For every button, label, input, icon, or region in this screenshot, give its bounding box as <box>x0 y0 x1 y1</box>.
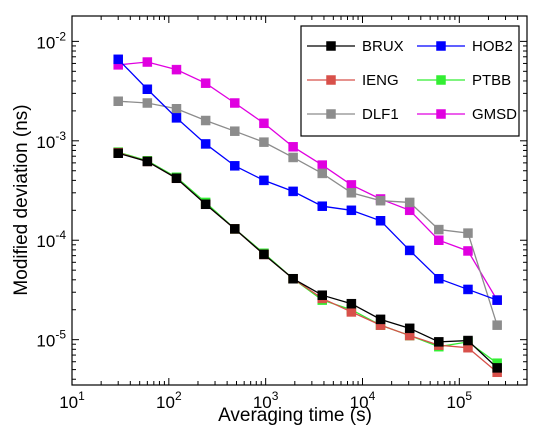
plot-border <box>71 15 528 386</box>
series-dlf1 <box>113 96 502 330</box>
legend-item-ptbb: PTBB <box>417 72 511 89</box>
y-tick-label: 10-5 <box>36 328 66 351</box>
data-point <box>434 235 444 245</box>
legend-box <box>300 25 520 137</box>
data-point <box>230 126 240 136</box>
data-point <box>200 78 211 88</box>
plot-frame <box>71 15 528 386</box>
legend-item-hob2: HOB2 <box>417 38 513 55</box>
data-point <box>434 337 444 347</box>
data-point <box>113 54 123 65</box>
data-point <box>317 201 327 211</box>
data-point <box>375 195 386 206</box>
data-point <box>142 156 153 167</box>
legend-marker <box>436 41 446 51</box>
data-point <box>171 104 182 114</box>
series-hob2 <box>113 54 502 305</box>
x-tick-label: 104 <box>350 389 376 412</box>
data-point <box>317 290 327 300</box>
data-point <box>171 64 182 75</box>
series-line-gmsd <box>118 61 498 301</box>
data-point <box>492 320 502 330</box>
legend-marker <box>326 41 336 51</box>
data-point <box>230 224 240 234</box>
y-tick-label: 10-3 <box>36 129 66 152</box>
legend: BRUX HOB2 IENG PTBB DLF1 GMSD <box>300 25 520 137</box>
data-point <box>375 216 386 226</box>
data-point <box>259 175 269 186</box>
data-point <box>404 245 415 256</box>
series-group <box>113 54 502 378</box>
legend-item-ieng: IENG <box>307 72 399 89</box>
legend-item-dlf1: DLF1 <box>307 106 399 123</box>
data-point <box>346 298 357 309</box>
axis-ticks <box>71 16 528 385</box>
axis-tick-labels: 101 102 103 104 105 10-5 10-4 10-3 10-2 <box>36 29 472 412</box>
legend-marker <box>436 75 446 85</box>
data-point <box>346 205 357 216</box>
data-point <box>434 273 444 284</box>
legend-label: DLF1 <box>362 106 399 123</box>
data-point <box>463 335 473 346</box>
data-point <box>346 307 357 317</box>
data-point <box>288 142 298 152</box>
data-point <box>288 152 298 163</box>
series-line-brux <box>118 152 498 369</box>
data-point <box>230 98 240 108</box>
data-point <box>375 314 386 325</box>
series-line-dlf1 <box>118 100 498 326</box>
series-line-hob2 <box>117 58 498 301</box>
legend-marker <box>436 109 446 119</box>
x-tick-label: 101 <box>59 389 85 412</box>
data-point <box>492 295 502 305</box>
legend-label: BRUX <box>362 38 404 55</box>
legend-label: IENG <box>362 72 399 89</box>
legend-label: PTBB <box>472 72 511 89</box>
data-point <box>142 84 153 95</box>
legend-item-brux: BRUX <box>307 38 404 55</box>
x-tick-label: 102 <box>156 389 182 412</box>
data-point <box>404 197 415 208</box>
data-point <box>171 173 182 184</box>
data-point <box>317 160 327 170</box>
data-point <box>259 118 269 129</box>
y-axis-title: Modified deviation (ns) <box>11 104 32 295</box>
data-point <box>288 273 298 284</box>
data-point <box>288 186 298 197</box>
data-point <box>346 188 357 198</box>
data-point <box>200 199 211 210</box>
data-point <box>113 148 123 158</box>
data-point <box>259 249 269 260</box>
y-tick-label: 10-2 <box>36 29 66 52</box>
data-point <box>259 137 269 147</box>
data-point <box>230 161 240 171</box>
x-axis-title: Averaging time (s) <box>218 405 372 426</box>
legend-marker <box>326 109 336 119</box>
data-point <box>171 113 182 123</box>
data-point <box>463 228 473 238</box>
data-point <box>463 246 473 256</box>
data-point <box>317 168 327 179</box>
data-point <box>200 139 211 149</box>
data-point <box>142 57 153 67</box>
data-point <box>200 115 211 126</box>
data-point <box>434 224 444 235</box>
y-tick-label: 10-4 <box>36 228 66 251</box>
data-point <box>463 284 473 295</box>
x-tick-label: 103 <box>253 389 279 412</box>
legend-item-gmsd: GMSD <box>417 106 517 123</box>
data-point <box>113 96 123 106</box>
data-point <box>142 98 153 108</box>
legend-label: HOB2 <box>472 38 513 55</box>
series-brux <box>113 148 502 373</box>
data-point <box>492 363 502 373</box>
x-tick-label: 105 <box>447 389 473 412</box>
data-point <box>404 323 415 334</box>
legend-label: GMSD <box>472 106 517 123</box>
series-line-ptbb <box>118 151 498 364</box>
legend-marker <box>326 75 336 85</box>
